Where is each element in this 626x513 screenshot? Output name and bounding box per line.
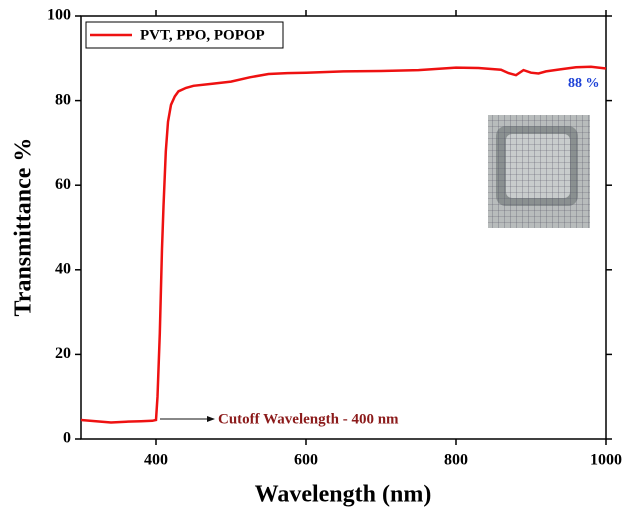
y-axis-label: Transmittance % [11, 138, 37, 317]
plot-frame [80, 15, 607, 440]
y-tick-label: 100 [47, 7, 71, 24]
y-tick-label: 0 [63, 430, 71, 447]
annotation: 88 % [568, 76, 600, 91]
annotation: Cutoff Wavelength - 400 nm [218, 411, 399, 427]
legend: PVT, PPO, POPOP [85, 21, 284, 49]
x-tick-label: 1000 [590, 452, 622, 469]
x-tick-label: 800 [444, 452, 468, 469]
x-tick-label: 400 [144, 452, 168, 469]
y-tick-label: 40 [55, 260, 71, 277]
y-tick-label: 80 [55, 91, 71, 108]
y-tick-label: 60 [55, 176, 71, 193]
x-tick-label: 600 [294, 452, 318, 469]
legend-label: PVT, PPO, POPOP [140, 27, 265, 43]
y-tick-label: 20 [55, 345, 71, 362]
inset-photo [488, 115, 590, 228]
series-line [80, 65, 607, 424]
legend-box [85, 21, 284, 49]
x-axis-label: Wavelength (nm) [255, 482, 432, 508]
